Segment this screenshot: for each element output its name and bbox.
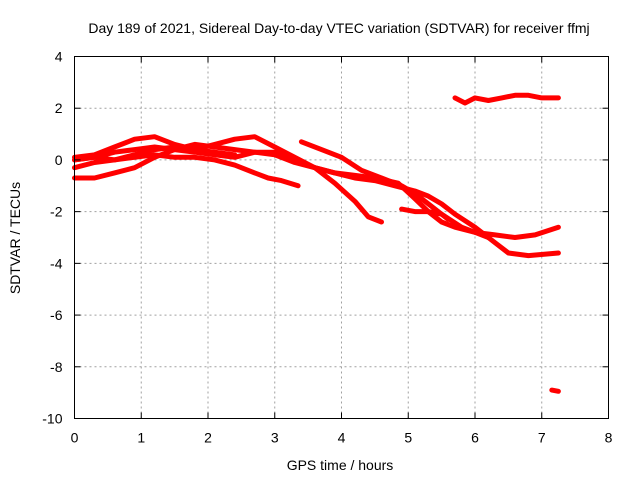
series-arc-6 bbox=[298, 139, 491, 240]
y-tick-label: 2 bbox=[55, 100, 63, 116]
series-arc-8 bbox=[452, 92, 561, 106]
y-tick-label: 0 bbox=[55, 152, 63, 168]
x-tick-label: 4 bbox=[338, 430, 346, 446]
x-tick-label: 7 bbox=[538, 430, 546, 446]
y-tick-label: -8 bbox=[50, 359, 63, 375]
y-tick-label: -4 bbox=[50, 255, 63, 271]
series-arc-9 bbox=[549, 387, 561, 394]
ticks: 0 1 2 3 4 5 6 7 8 -10 -8 -6 -4 -2 0 2 4 bbox=[42, 49, 612, 446]
chart-title: Day 189 of 2021, Sidereal Day-to-day VTE… bbox=[88, 20, 589, 36]
x-axis-label: GPS time / hours bbox=[287, 457, 394, 473]
series-arc-1 bbox=[72, 141, 561, 240]
series-arc-7 bbox=[399, 206, 451, 222]
series-arc-3 bbox=[72, 134, 384, 225]
y-axis-label: SDTVAR / TECUs bbox=[7, 182, 23, 294]
y-tick-label: -6 bbox=[50, 307, 63, 323]
y-tick-label: -2 bbox=[50, 204, 63, 220]
series-arc-5 bbox=[72, 144, 238, 163]
x-tick-label: 6 bbox=[471, 430, 479, 446]
series-layer bbox=[72, 92, 561, 394]
y-tick-label: 4 bbox=[55, 49, 63, 65]
x-tick-label: 1 bbox=[137, 430, 145, 446]
x-tick-label: 5 bbox=[404, 430, 412, 446]
x-tick-label: 3 bbox=[271, 430, 279, 446]
x-tick-label: 2 bbox=[204, 430, 212, 446]
x-tick-label: 8 bbox=[605, 430, 613, 446]
x-tick-label: 0 bbox=[71, 430, 79, 446]
y-tick-label: -10 bbox=[42, 411, 62, 427]
